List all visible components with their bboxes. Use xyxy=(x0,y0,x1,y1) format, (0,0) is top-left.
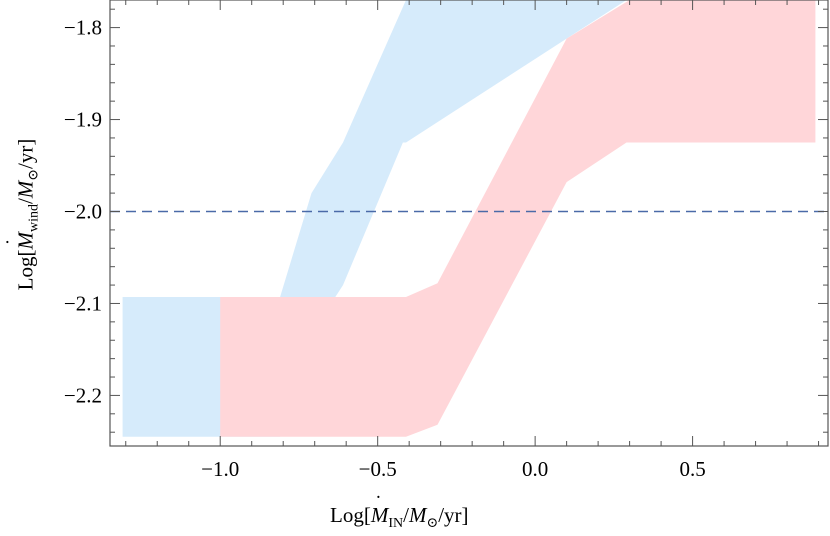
area-layer xyxy=(122,0,816,437)
x-tick-label: −1.0 xyxy=(201,457,239,481)
x-tick-label: −0.5 xyxy=(359,457,397,481)
tick-layer: −1.0 −0.5 0.0 0.5 −2.2 −2.1 −2.0 −1.9 −1.8 xyxy=(64,0,828,481)
y-axis-label: Log[Mwind/M⊙/yr] xyxy=(14,115,43,315)
y-tick-label: −1.8 xyxy=(64,16,102,40)
x-tick-label: 0.5 xyxy=(679,457,705,481)
plot-frame xyxy=(109,0,829,447)
area-band-2 xyxy=(220,0,816,437)
y-tick-label: −1.9 xyxy=(64,108,102,132)
x-tick-label: 0.0 xyxy=(522,457,548,481)
y-tick-label: −2.2 xyxy=(64,383,102,407)
x-axis-label: Log[MIN/M⊙/yr] xyxy=(330,491,469,532)
y-tick-label: −2.1 xyxy=(64,291,102,315)
y-tick-label: −2.0 xyxy=(64,200,102,224)
